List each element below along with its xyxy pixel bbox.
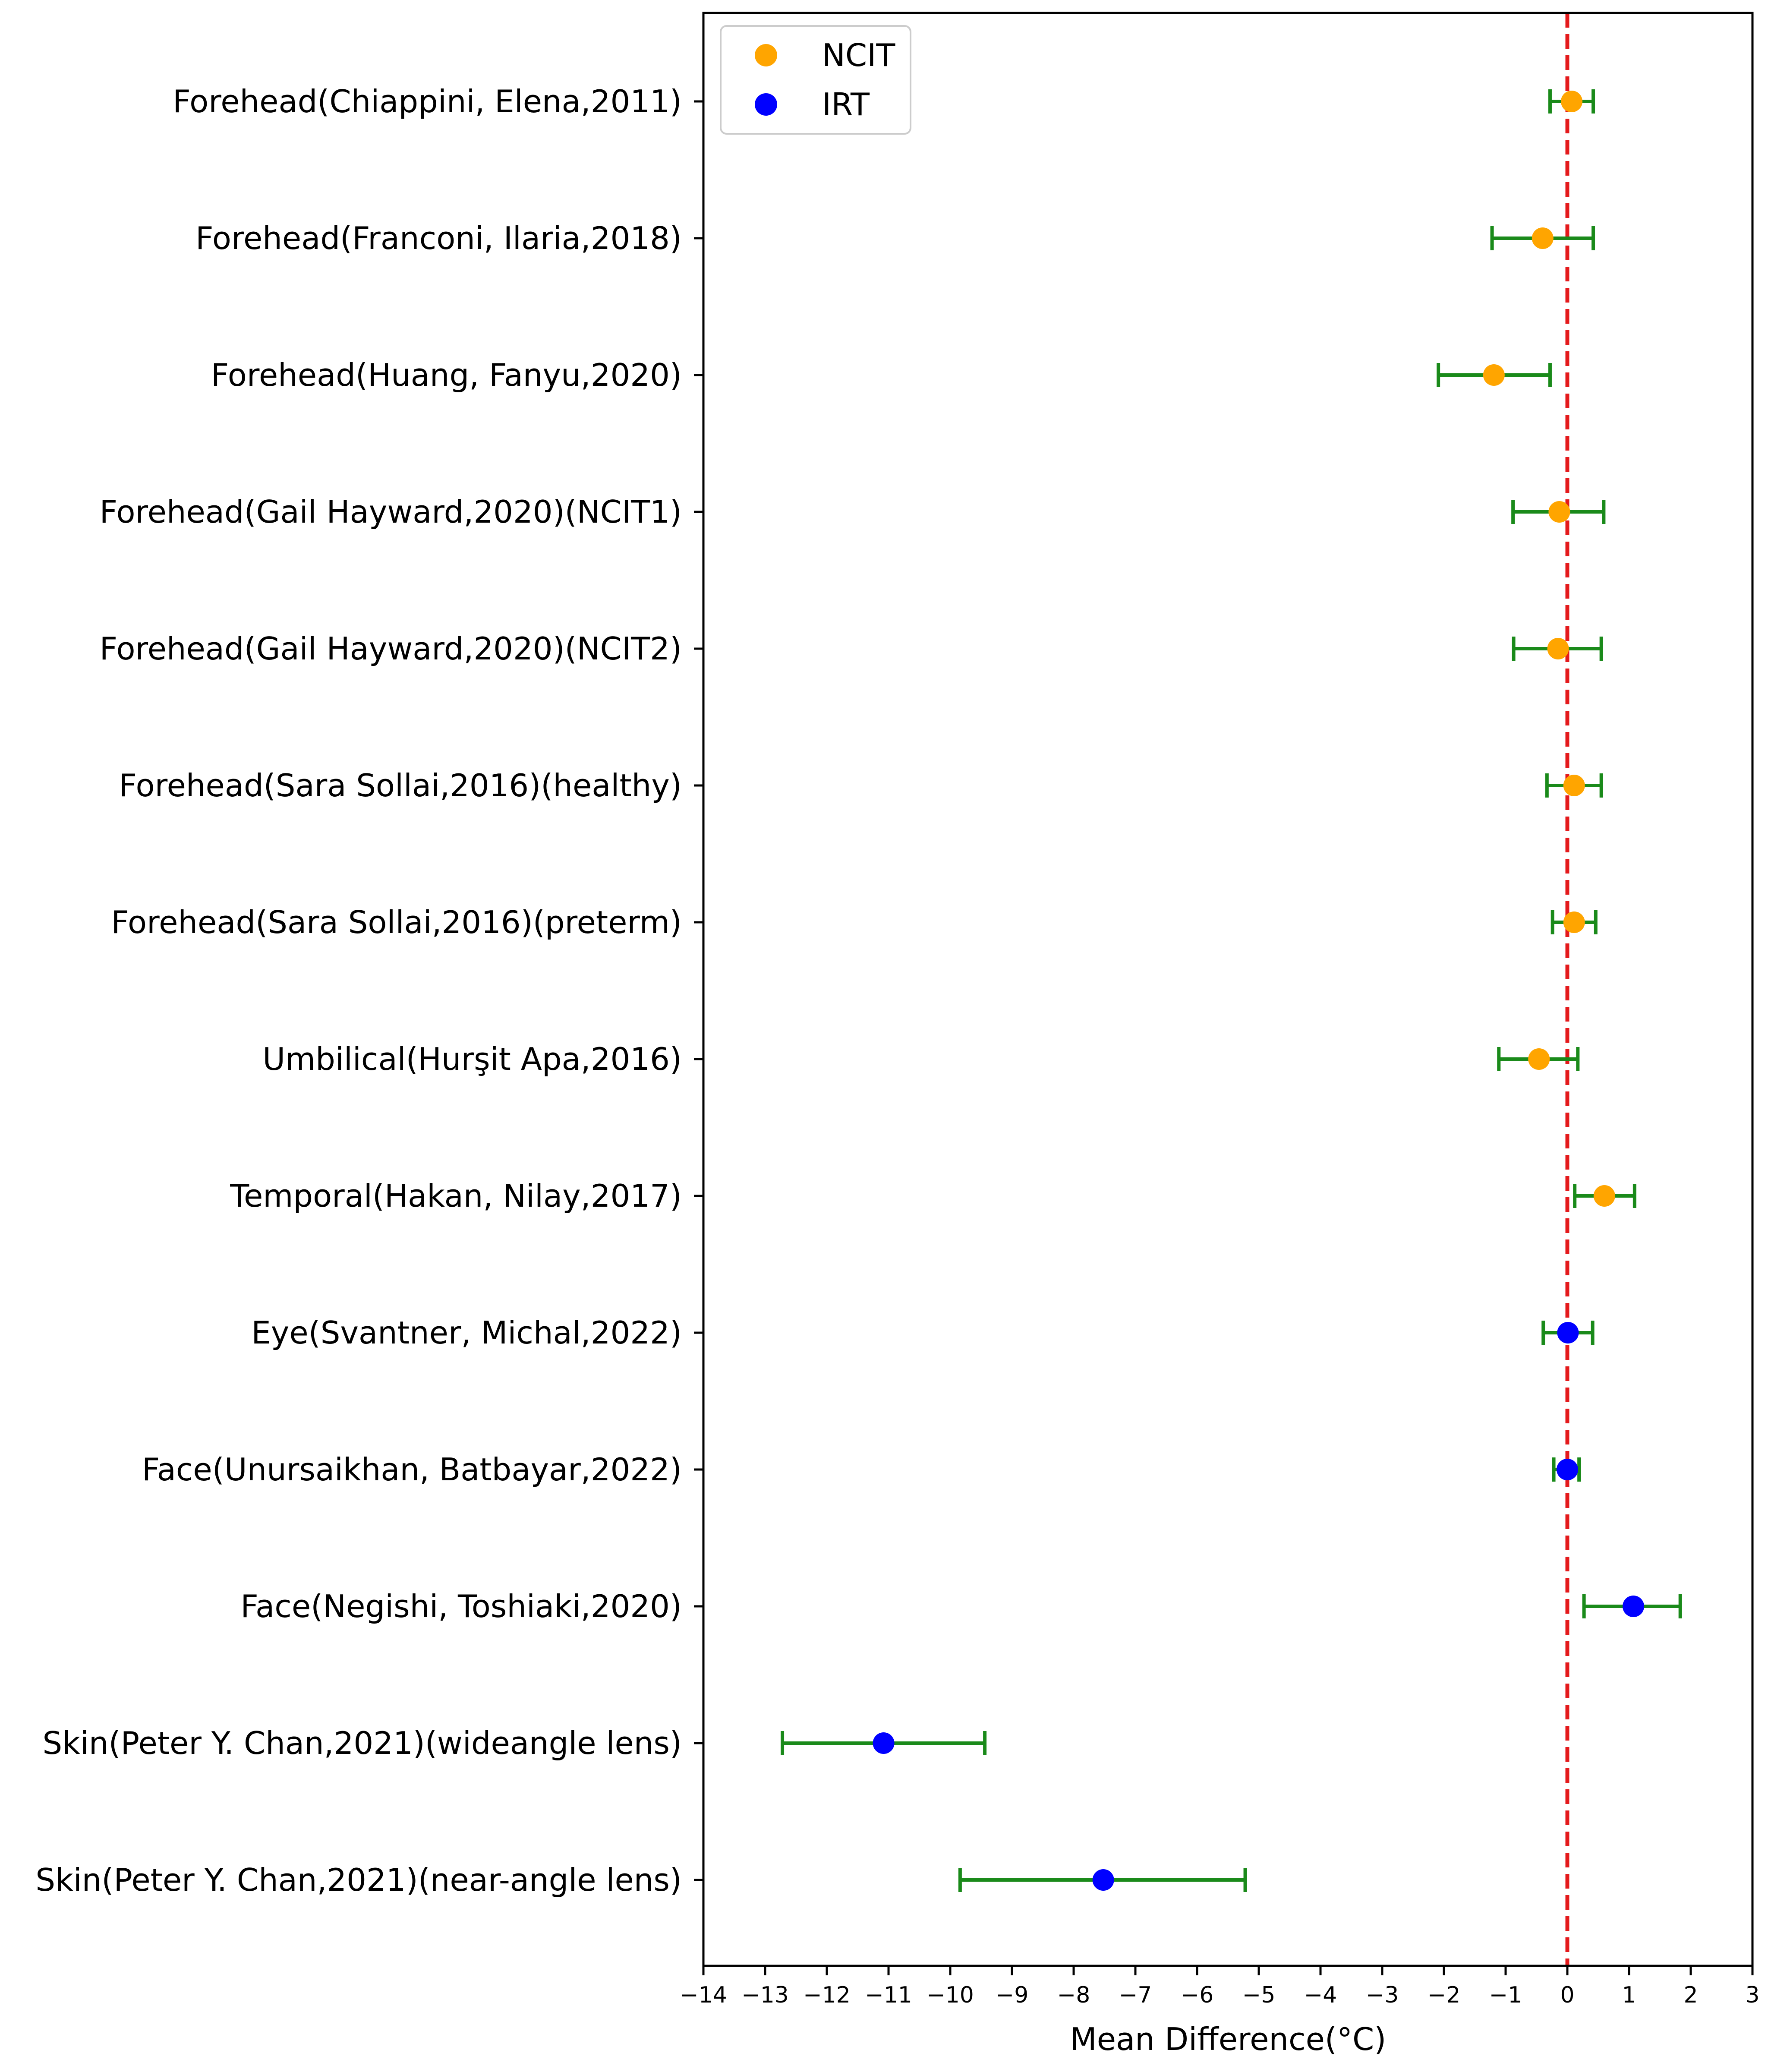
x-tick-label: −1	[1489, 1982, 1522, 2008]
mean-point	[1092, 1869, 1114, 1891]
mean-point	[1528, 1048, 1550, 1070]
x-tick-label: −12	[803, 1982, 851, 2008]
x-tick-label: −5	[1242, 1982, 1276, 2008]
x-tick-label: −6	[1181, 1982, 1214, 2008]
mean-point	[1532, 227, 1554, 249]
study-label: Face(Unursaikhan, Batbayar,2022)	[142, 1451, 682, 1488]
x-tick-label: −3	[1366, 1982, 1399, 2008]
x-tick-label: −9	[996, 1982, 1029, 2008]
study-label: Forehead(Huang, Fanyu,2020)	[211, 357, 682, 393]
legend-label-ncit: NCIT	[822, 37, 895, 73]
mean-point	[1593, 1185, 1615, 1207]
x-axis: −14 −13 −12 −11 −10 −9 −8 −7 −6 −5 −4 −3 −2 −1 0 1 2 3	[680, 1966, 1760, 2008]
study-label: Forehead(Sara Sollai,2016)(preterm)	[111, 904, 682, 940]
study-label: Skin(Peter Y. Chan,2021)(wideangle lens)	[43, 1725, 682, 1761]
study-label: Forehead(Franconi, Ilaria,2018)	[195, 220, 682, 256]
x-tick-label: −10	[927, 1982, 974, 2008]
x-tick-label: −14	[680, 1982, 727, 2008]
study-label: Umbilical(Hurşit Apa,2016)	[262, 1041, 682, 1077]
plot-area-frame	[702, 12, 1754, 1967]
mean-point	[1483, 364, 1505, 386]
x-tick-label: −13	[741, 1982, 789, 2008]
study-label: Skin(Peter Y. Chan,2021)(near-angle lens…	[35, 1862, 682, 1898]
legend-marker-ncit	[755, 44, 777, 66]
study-label: Face(Negishi, Toshiaki,2020)	[240, 1588, 682, 1624]
mean-point	[1623, 1596, 1645, 1617]
x-tick-label: 0	[1560, 1982, 1574, 2008]
mean-point	[1561, 91, 1583, 112]
study-label: Forehead(Gail Hayward,2020)(NCIT1)	[100, 494, 682, 530]
study-label: Forehead(Sara Sollai,2016)(healthy)	[119, 767, 682, 804]
x-tick-label: −4	[1304, 1982, 1337, 2008]
x-tick-label: −2	[1428, 1982, 1461, 2008]
x-tick-label: 2	[1683, 1982, 1698, 2008]
mean-point	[1563, 911, 1585, 933]
study-label: Forehead(Gail Hayward,2020)(NCIT2)	[100, 631, 682, 667]
mean-point	[873, 1732, 895, 1754]
mean-point	[1557, 1459, 1578, 1480]
study-labels: Forehead(Chiappini, Elena,2011) Forehead(…	[35, 83, 703, 1898]
mean-point	[1557, 1322, 1579, 1343]
x-tick-label: 1	[1622, 1982, 1636, 2008]
mean-point	[1547, 638, 1569, 659]
study-label: Eye(Svantner, Michal,2022)	[251, 1315, 682, 1351]
mean-point	[1548, 501, 1570, 523]
x-tick-label: −7	[1119, 1982, 1152, 2008]
study-label: Temporal(Hakan, Nilay,2017)	[230, 1178, 682, 1214]
x-axis-title: Mean Difference(°C)	[1070, 2021, 1387, 2057]
legend-marker-irt	[755, 93, 777, 116]
x-tick-label: −8	[1057, 1982, 1090, 2008]
legend-label-irt: IRT	[822, 86, 870, 123]
mean-point	[1563, 775, 1585, 796]
points-layer	[873, 91, 1645, 1891]
study-label: Forehead(Chiappini, Elena,2011)	[173, 83, 682, 120]
x-tick-label: −11	[865, 1982, 912, 2008]
legend: NCIT IRT	[720, 25, 911, 135]
x-tick-label: 3	[1745, 1982, 1759, 2008]
